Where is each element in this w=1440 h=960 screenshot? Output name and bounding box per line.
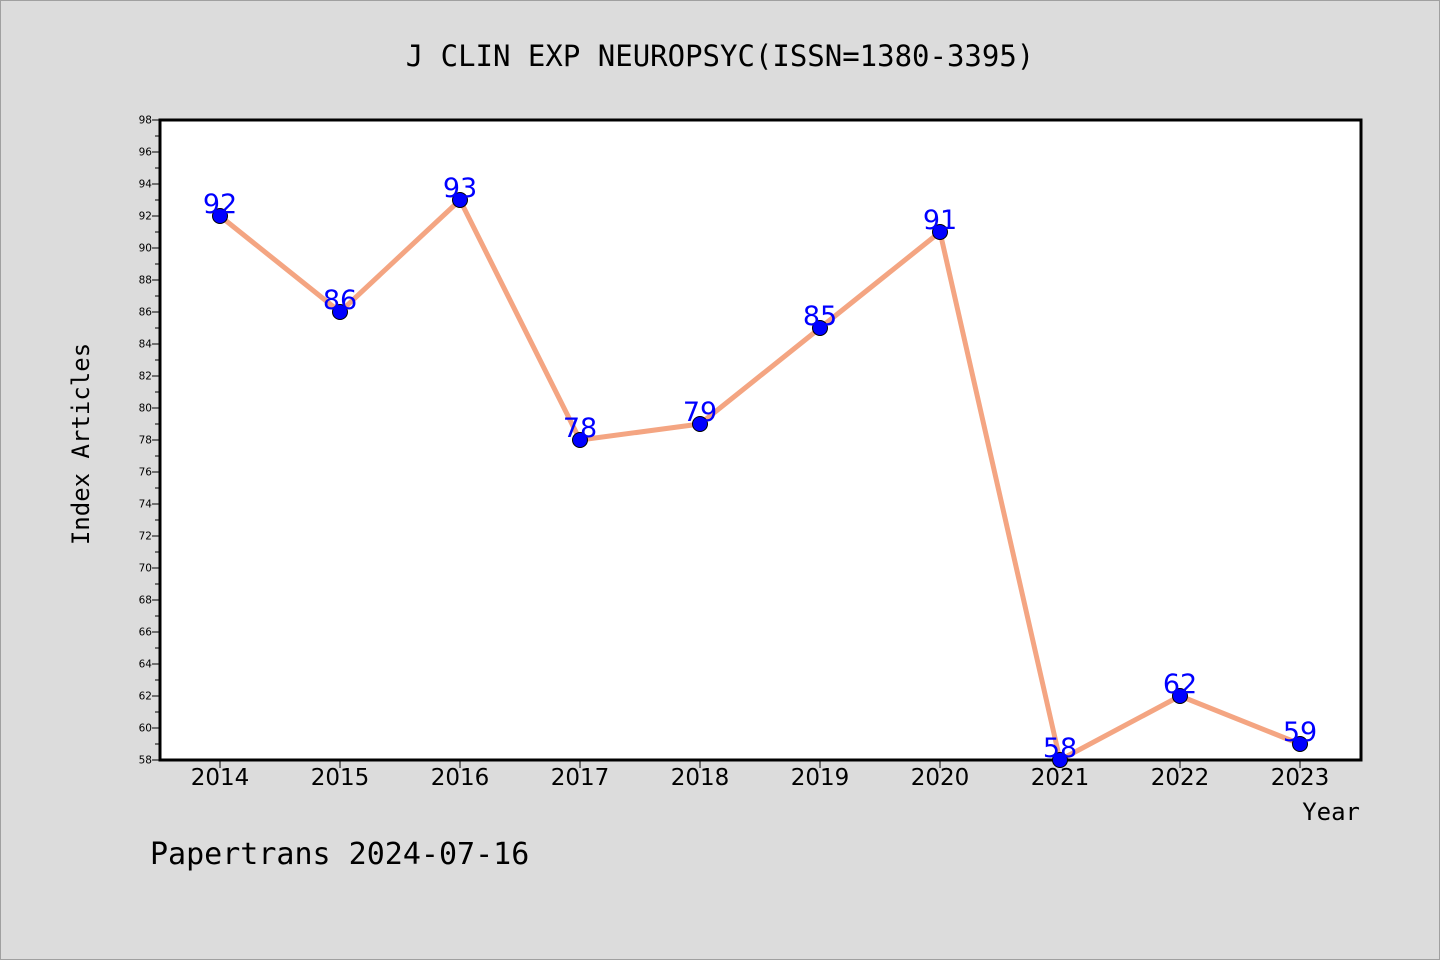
x-tick-label: 2020 [911, 765, 970, 791]
data-point [932, 224, 948, 240]
data-point [332, 304, 348, 320]
y-tick-label: 74 [139, 499, 153, 511]
chart-title: J CLIN EXP NEUROPSYC(ISSN=1380-3395) [406, 39, 1035, 73]
y-tick-label: 58 [139, 755, 152, 767]
x-tick-label: 2022 [1151, 765, 1210, 791]
x-tick-label: 2018 [671, 765, 730, 791]
data-label: 92 [203, 189, 237, 220]
y-tick-label: 62 [139, 691, 152, 703]
y-tick-label: 72 [139, 531, 152, 543]
x-axis-label: Year [1302, 798, 1360, 826]
x-tick-label: 2015 [311, 765, 370, 791]
x-axis-ticks: 2014 2015 2016 2017 2018 2019 2020 2021 2022 2023 [191, 760, 1330, 791]
y-tick-label: 80 [139, 403, 152, 415]
x-tick-label: 2021 [1031, 765, 1090, 791]
y-axis-ticks: 58 60 62 64 66 68 70 72 74 76 78 80 82 84 86 88 90 92 94 96… [139, 115, 160, 767]
data-labels: 92 86 93 78 79 85 91 58 62 59 [203, 173, 1317, 764]
x-tick-label: 2016 [431, 765, 490, 791]
plot-area [158, 118, 1363, 762]
data-point [1292, 736, 1308, 752]
y-tick-label: 86 [139, 307, 153, 319]
y-tick-label: 94 [139, 179, 153, 191]
x-tick-label: 2014 [191, 765, 250, 791]
y-tick-label: 60 [139, 723, 152, 735]
data-label: 62 [1163, 669, 1197, 700]
data-point [1052, 752, 1068, 768]
y-tick-label: 68 [139, 595, 152, 607]
y-tick-label: 92 [139, 211, 152, 223]
y-tick-label: 84 [139, 339, 153, 351]
series-layer [212, 192, 1308, 768]
y-tick-label: 66 [139, 627, 153, 639]
data-point [212, 208, 228, 224]
series-line [218, 197, 1301, 763]
data-label: 86 [323, 285, 357, 316]
y-tick-label: 98 [139, 115, 152, 127]
x-tick-label: 2019 [791, 765, 850, 791]
y-tick-label: 88 [139, 275, 152, 287]
data-point [812, 320, 828, 336]
y-tick-label: 64 [139, 659, 153, 671]
data-label: 58 [1043, 733, 1077, 764]
y-tick-label: 78 [139, 435, 152, 447]
y-axis-label: Index Articles [67, 343, 95, 545]
y-tick-label: 90 [139, 243, 152, 255]
data-label: 79 [683, 397, 717, 428]
data-label: 91 [923, 205, 957, 236]
y-tick-label: 96 [139, 147, 153, 159]
y-tick-label: 76 [139, 467, 153, 479]
data-point [572, 432, 588, 448]
data-label: 59 [1283, 717, 1317, 748]
data-label: 78 [563, 413, 597, 444]
data-label: 85 [803, 301, 837, 332]
y-tick-label: 82 [139, 371, 152, 383]
y-tick-label: 70 [139, 563, 152, 575]
data-label: 93 [443, 173, 477, 204]
data-point [1172, 688, 1188, 704]
data-point [692, 416, 708, 432]
footer-credit: Papertrans 2024-07-16 [150, 837, 529, 872]
data-point [452, 192, 468, 208]
x-tick-label: 2017 [551, 765, 610, 791]
x-tick-label: 2023 [1271, 765, 1330, 791]
